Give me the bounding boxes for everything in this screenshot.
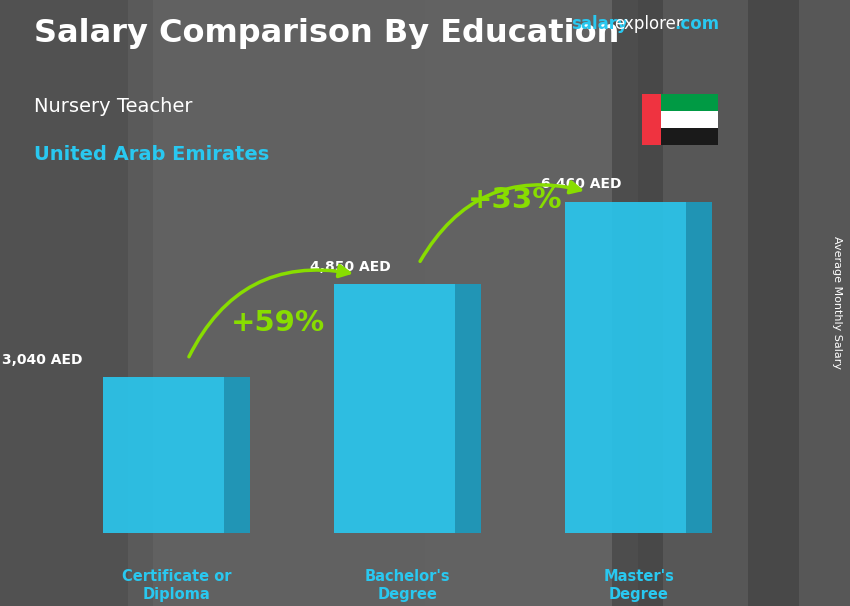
Bar — [642, 94, 661, 145]
Text: 6,460 AED: 6,460 AED — [541, 178, 621, 191]
Polygon shape — [455, 284, 481, 533]
Text: Bachelor's
Degree: Bachelor's Degree — [365, 569, 450, 602]
Text: +59%: +59% — [231, 309, 325, 338]
Text: salary: salary — [571, 15, 628, 33]
Bar — [612, 0, 663, 606]
Text: Average Monthly Salary: Average Monthly Salary — [832, 236, 842, 370]
Text: 4,850 AED: 4,850 AED — [310, 260, 391, 274]
Text: Nursery Teacher: Nursery Teacher — [34, 97, 192, 116]
Text: +33%: +33% — [468, 185, 563, 214]
Polygon shape — [224, 377, 251, 533]
Bar — [128, 0, 425, 606]
Bar — [334, 284, 455, 533]
Bar — [748, 0, 799, 606]
Bar — [103, 377, 224, 533]
Bar — [638, 0, 850, 606]
Text: United Arab Emirates: United Arab Emirates — [34, 145, 269, 164]
Text: Certificate or
Diploma: Certificate or Diploma — [122, 569, 231, 602]
Text: .com: .com — [674, 15, 719, 33]
Text: Salary Comparison By Education: Salary Comparison By Education — [34, 18, 620, 49]
Text: 3,040 AED: 3,040 AED — [3, 353, 82, 367]
Bar — [565, 202, 686, 533]
Polygon shape — [686, 202, 712, 533]
Bar — [661, 111, 718, 128]
Bar — [661, 128, 718, 145]
Bar — [425, 0, 638, 606]
Text: explorer: explorer — [614, 15, 683, 33]
Bar — [0, 0, 153, 606]
Bar — [661, 94, 718, 111]
Text: Master's
Degree: Master's Degree — [604, 569, 674, 602]
